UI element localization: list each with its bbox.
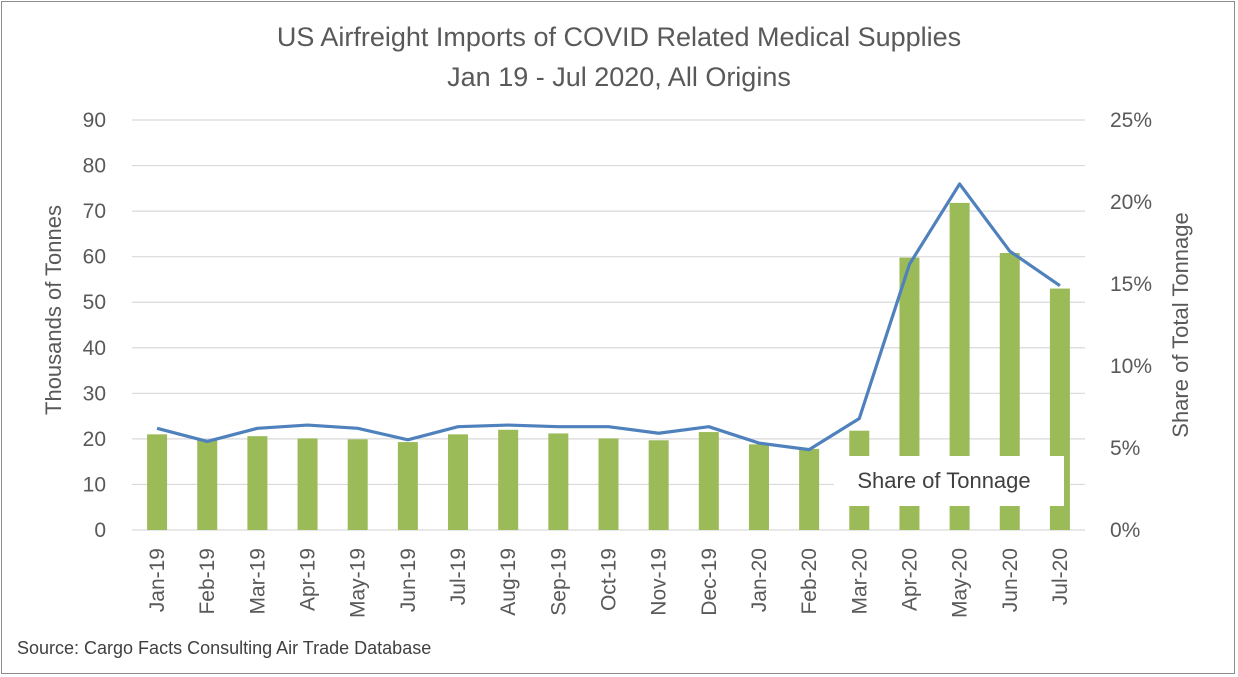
- x-tick-label: Jul-20: [1049, 548, 1072, 605]
- chart-subtitle: Jan 19 - Jul 2020, All Origins: [447, 62, 791, 92]
- right-tick-label: 20%: [1110, 191, 1152, 214]
- x-tick-label: Mar-20: [848, 548, 871, 615]
- x-tick-label: Dec-19: [698, 548, 721, 616]
- left-tick-label: 80: [83, 155, 106, 178]
- left-tick-label: 30: [83, 382, 106, 405]
- x-tick-label: Feb-20: [798, 548, 821, 615]
- x-tick-label: Jun-20: [999, 548, 1022, 612]
- x-tick-label: Feb-19: [196, 548, 219, 615]
- x-tick-label: Oct-19: [598, 548, 621, 611]
- bar: [247, 436, 268, 530]
- left-tick-label: 70: [83, 200, 106, 223]
- right-tick-label: 0%: [1110, 519, 1140, 542]
- bar: [698, 432, 719, 530]
- bar: [799, 448, 820, 530]
- x-tick-label: May-20: [949, 548, 972, 618]
- left-axis-ticks: 0 10 20 30 40 50 60 70 80 90: [83, 109, 106, 542]
- left-tick-label: 0: [94, 519, 106, 542]
- left-tick-label: 40: [83, 337, 106, 360]
- right-tick-label: 15%: [1110, 273, 1152, 296]
- x-tick-label: May-19: [347, 548, 370, 618]
- left-tick-label: 10: [83, 473, 106, 496]
- bar: [147, 434, 168, 530]
- x-tick-label: Mar-19: [246, 548, 269, 615]
- left-axis-title: Thousands of Tonnes: [41, 205, 66, 415]
- x-tick-label: Nov-19: [648, 548, 671, 616]
- x-tick-label: Jul-19: [447, 548, 470, 605]
- annotation-background: [834, 456, 1064, 506]
- gridlines: [132, 119, 1085, 531]
- x-tick-label: Apr-19: [297, 548, 320, 611]
- x-tick-label: Jan-20: [748, 548, 771, 612]
- bar: [448, 434, 469, 530]
- right-tick-label: 10%: [1110, 355, 1152, 378]
- bar: [297, 438, 318, 530]
- left-tick-label: 60: [83, 246, 106, 269]
- bar: [197, 439, 218, 530]
- left-tick-label: 50: [83, 291, 106, 314]
- annotation-box: Share of Tonnage: [834, 456, 1064, 506]
- right-axis-title: Share of Total Tonnage: [1168, 212, 1193, 437]
- right-tick-label: 25%: [1110, 109, 1152, 132]
- x-tick-label: Sep-19: [547, 548, 570, 616]
- source-note: Source: Cargo Facts Consulting Air Trade…: [17, 638, 431, 658]
- x-tick-label: Jun-19: [397, 548, 420, 612]
- right-tick-label: 5%: [1110, 437, 1140, 460]
- bar: [498, 429, 519, 530]
- bar: [548, 433, 569, 530]
- left-tick-label: 20: [83, 428, 106, 451]
- x-axis-ticks: Jan-19 Feb-19 Mar-19 Apr-19 May-19 Jun-19 Jul-…: [146, 548, 1072, 618]
- x-tick-label: Aug-19: [497, 548, 520, 616]
- annotation-label: Share of Tonnage: [857, 468, 1030, 493]
- bar: [648, 440, 669, 530]
- bar: [397, 442, 418, 530]
- left-tick-label: 90: [83, 109, 106, 132]
- bar: [949, 202, 970, 530]
- x-tick-label: Apr-20: [898, 548, 921, 611]
- line-series: [156, 182, 1061, 452]
- bar: [748, 444, 769, 530]
- bar: [598, 438, 619, 530]
- bar: [347, 439, 368, 530]
- x-tick-label: Jan-19: [146, 548, 169, 612]
- chart-title: US Airfreight Imports of COVID Related M…: [277, 22, 961, 52]
- right-axis-ticks: 0% 5% 10% 15% 20% 25%: [1110, 109, 1152, 542]
- share-line: [156, 182, 1061, 452]
